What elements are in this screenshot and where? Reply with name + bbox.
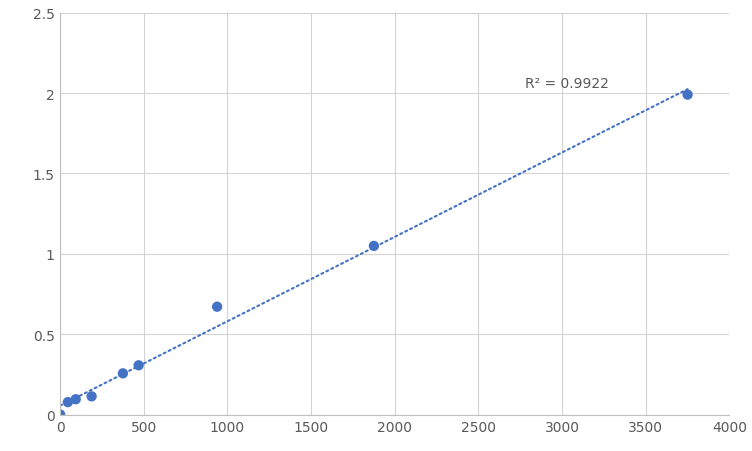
- Point: [117, 370, 129, 377]
- Point: [132, 362, 144, 369]
- Point: [54, 411, 66, 418]
- Point: [368, 243, 380, 250]
- Point: [70, 396, 82, 403]
- Text: R² = 0.9922: R² = 0.9922: [526, 77, 609, 91]
- Point: [62, 399, 74, 406]
- Point: [86, 393, 98, 400]
- Point: [211, 304, 223, 311]
- Point: [681, 92, 693, 99]
